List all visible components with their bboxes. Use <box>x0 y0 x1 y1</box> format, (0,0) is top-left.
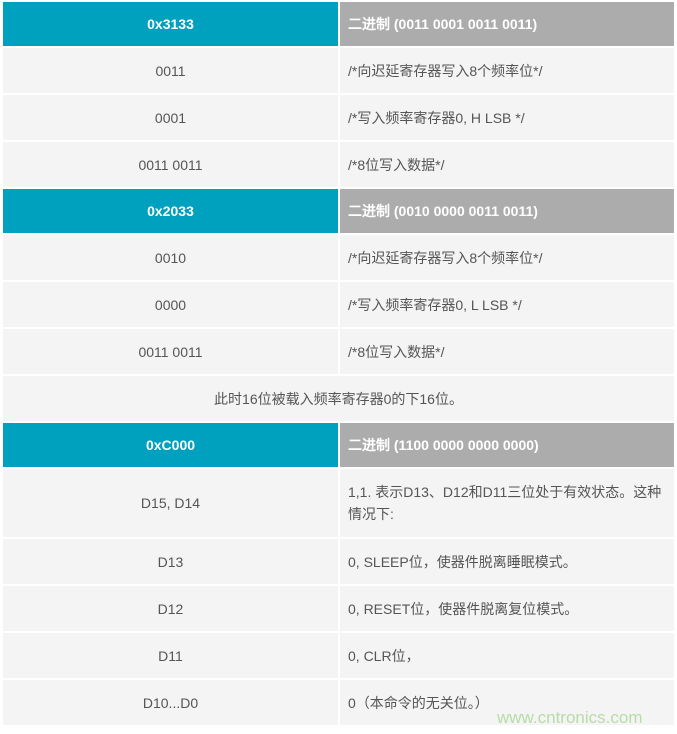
description-cell: 0, RESET位，使器件脱离复位模式。 <box>340 586 674 631</box>
description-cell: /*8位写入数据*/ <box>340 142 674 187</box>
table-row: D12 0, RESET位，使器件脱离复位模式。 <box>3 586 674 631</box>
table-row: 0010 /*向迟延寄存器写入8个频率位*/ <box>3 235 674 280</box>
binary-value: 二进制 (0011 0001 0011 0011) <box>340 2 674 46</box>
table-row: D13 0, SLEEP位，使器件脱离睡眠模式。 <box>3 539 674 584</box>
bits-cell: 0011 <box>3 48 338 93</box>
hex-value: 0x3133 <box>3 2 338 46</box>
bits-cell: D10...D0 <box>3 680 338 725</box>
binary-value: 二进制 (0010 0000 0011 0011) <box>340 189 674 233</box>
bits-cell: D15, D14 <box>3 469 338 537</box>
bits-cell: 0011 0011 <box>3 329 338 374</box>
description-cell: 1,1. 表示D13、D12和D11三位处于有效状态。这种情况下: <box>340 469 674 537</box>
register-table: 0x3133 二进制 (0011 0001 0011 0011) 0011 /*… <box>3 2 674 727</box>
table-row: 0011 /*向迟延寄存器写入8个频率位*/ <box>3 48 674 93</box>
table-row: 0011 0011 /*8位写入数据*/ <box>3 142 674 187</box>
bits-cell: 0010 <box>3 235 338 280</box>
description-cell: /*向迟延寄存器写入8个频率位*/ <box>340 48 674 93</box>
description-cell: 0（本命令的无关位。） <box>340 680 674 725</box>
description-cell: /*8位写入数据*/ <box>340 329 674 374</box>
table-row: D15, D14 1,1. 表示D13、D12和D11三位处于有效状态。这种情况… <box>3 469 674 537</box>
table-row: 0011 0011 /*8位写入数据*/ <box>3 329 674 374</box>
description-cell: 0, SLEEP位，使器件脱离睡眠模式。 <box>340 539 674 584</box>
bits-cell: 0001 <box>3 95 338 140</box>
table-row: D10...D0 0（本命令的无关位。） <box>3 680 674 725</box>
bits-cell: D13 <box>3 539 338 584</box>
bits-cell: D11 <box>3 633 338 678</box>
bits-cell: 0000 <box>3 282 338 327</box>
table-row: D11 0, CLR位， <box>3 633 674 678</box>
section-header: 0x3133 二进制 (0011 0001 0011 0011) <box>3 2 674 46</box>
hex-value: 0x2033 <box>3 189 338 233</box>
note-row: 此时16位被载入频率寄存器0的下16位。 <box>3 376 674 421</box>
hex-value: 0xC000 <box>3 423 338 467</box>
section-header: 0x2033 二进制 (0010 0000 0011 0011) <box>3 189 674 233</box>
description-cell: /*向迟延寄存器写入8个频率位*/ <box>340 235 674 280</box>
section-header: 0xC000 二进制 (1100 0000 0000 0000) <box>3 423 674 467</box>
bits-cell: D12 <box>3 586 338 631</box>
bits-cell: 0011 0011 <box>3 142 338 187</box>
description-cell: /*写入频率寄存器0, H LSB */ <box>340 95 674 140</box>
watermark: www.cntronics.com <box>497 708 643 727</box>
description-cell: 0, CLR位， <box>340 633 674 678</box>
table-row: 0001 /*写入频率寄存器0, H LSB */ <box>3 95 674 140</box>
description-cell: /*写入频率寄存器0, L LSB */ <box>340 282 674 327</box>
binary-value: 二进制 (1100 0000 0000 0000) <box>340 423 674 467</box>
table-row: 0000 /*写入频率寄存器0, L LSB */ <box>3 282 674 327</box>
